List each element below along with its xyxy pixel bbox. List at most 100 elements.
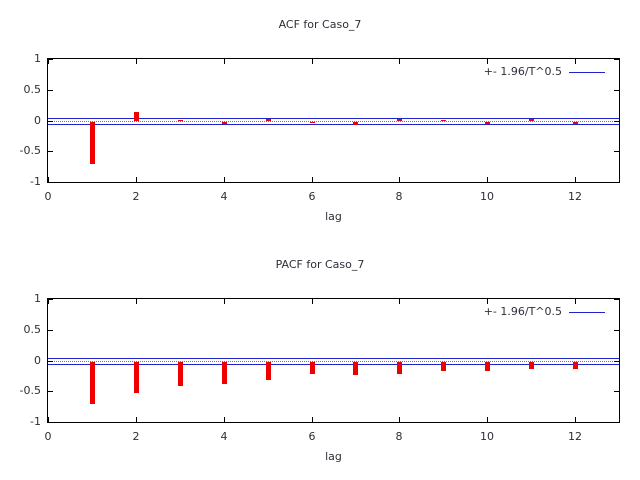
confidence-band-upper-line xyxy=(48,357,619,359)
x-tick-bottom xyxy=(575,417,576,422)
acf-bar-lag-6 xyxy=(310,122,315,123)
acf-bar-lag-8 xyxy=(397,119,402,121)
x-tick-bottom xyxy=(487,417,488,422)
acf-bar-lag-3 xyxy=(178,120,183,121)
y-tick-label: -0.5 xyxy=(19,384,41,397)
pacf-bar-lag-2 xyxy=(134,362,139,393)
x-tick-label: 8 xyxy=(395,190,403,203)
x-tick-bottom xyxy=(399,177,400,182)
x-tick-label: 0 xyxy=(44,430,52,443)
x-tick-top xyxy=(136,299,137,304)
y-tick-left xyxy=(48,299,53,300)
y-tick-label: 0 xyxy=(34,354,41,367)
pacf-bar-lag-9 xyxy=(441,362,446,371)
y-tick-left xyxy=(48,90,53,91)
y-tick-right xyxy=(614,330,619,331)
y-tick-left xyxy=(48,121,53,122)
y-tick-right xyxy=(614,182,619,183)
x-tick-label: 0 xyxy=(44,190,52,203)
confidence-band-lower-line xyxy=(48,123,619,125)
x-tick-top xyxy=(575,59,576,64)
x-tick-top xyxy=(312,299,313,304)
pacf-bar-lag-11 xyxy=(529,362,534,369)
acf-bar-lag-2 xyxy=(134,112,139,121)
pacf-legend-line-sample xyxy=(569,312,605,313)
zero-axis-line xyxy=(48,361,619,362)
acf-bar-lag-7 xyxy=(353,122,358,125)
acf-legend-line-sample xyxy=(569,72,605,73)
pacf-plot-frame: +- 1.96/T^0.5 xyxy=(47,298,620,423)
x-tick-top xyxy=(48,59,49,64)
pacf-bar-lag-10 xyxy=(485,362,490,371)
x-tick-label: 12 xyxy=(568,190,582,203)
y-tick-left xyxy=(48,422,53,423)
acf-xlabel: lag xyxy=(325,210,342,223)
x-tick-bottom xyxy=(487,177,488,182)
acf-bar-lag-4 xyxy=(222,122,227,124)
y-tick-label: 1 xyxy=(34,292,41,305)
x-tick-top xyxy=(487,59,488,64)
y-tick-left xyxy=(48,151,53,152)
y-tick-label: -1 xyxy=(30,415,41,428)
x-tick-label: 8 xyxy=(395,430,403,443)
x-tick-top xyxy=(224,59,225,64)
y-tick-label: 0 xyxy=(34,114,41,127)
x-tick-bottom xyxy=(312,417,313,422)
x-tick-bottom xyxy=(575,177,576,182)
x-tick-bottom xyxy=(312,177,313,182)
x-tick-top xyxy=(575,299,576,304)
x-tick-top xyxy=(136,59,137,64)
y-tick-right xyxy=(614,391,619,392)
x-tick-label: 10 xyxy=(480,190,494,203)
y-tick-right xyxy=(614,422,619,423)
x-tick-label: 4 xyxy=(220,190,228,203)
zero-axis-line xyxy=(48,121,619,122)
x-tick-label: 12 xyxy=(568,430,582,443)
x-tick-top xyxy=(487,299,488,304)
acf-plot-frame: +- 1.96/T^0.5 xyxy=(47,58,620,183)
x-tick-top xyxy=(399,299,400,304)
y-tick-label: -0.5 xyxy=(19,144,41,157)
y-tick-right xyxy=(614,151,619,152)
acf-legend-label: +- 1.96/T^0.5 xyxy=(483,65,562,78)
x-tick-bottom xyxy=(399,417,400,422)
y-tick-left xyxy=(48,361,53,362)
x-tick-label: 2 xyxy=(132,190,140,203)
y-tick-right xyxy=(614,299,619,300)
confidence-band-lower-line xyxy=(48,363,619,365)
x-tick-label: 2 xyxy=(132,430,140,443)
y-tick-left xyxy=(48,59,53,60)
pacf-bar-lag-4 xyxy=(222,362,227,384)
y-tick-label: -1 xyxy=(30,175,41,188)
acf-bar-lag-9 xyxy=(441,120,446,121)
x-tick-top xyxy=(48,299,49,304)
x-tick-bottom xyxy=(48,177,49,182)
x-tick-bottom xyxy=(136,417,137,422)
pacf-bar-lag-12 xyxy=(573,362,578,369)
acf-title: ACF for Caso_7 xyxy=(278,18,362,31)
pacf-legend-label: +- 1.96/T^0.5 xyxy=(483,305,562,318)
y-tick-right xyxy=(614,361,619,362)
pacf-bar-lag-8 xyxy=(397,362,402,374)
x-tick-bottom xyxy=(224,417,225,422)
y-tick-label: 0.5 xyxy=(23,323,42,336)
x-tick-label: 6 xyxy=(308,190,316,203)
y-tick-label: 1 xyxy=(34,52,41,65)
confidence-band-upper-line xyxy=(48,117,619,119)
y-tick-left xyxy=(48,391,53,392)
x-tick-top xyxy=(399,59,400,64)
acf-bar-lag-12 xyxy=(573,122,578,124)
pacf-title: PACF for Caso_7 xyxy=(275,258,365,271)
x-tick-label: 6 xyxy=(308,430,316,443)
acf-bar-lag-1 xyxy=(90,122,95,164)
pacf-bar-lag-6 xyxy=(310,362,315,374)
x-tick-bottom xyxy=(48,417,49,422)
y-tick-right xyxy=(614,90,619,91)
pacf-bar-lag-1 xyxy=(90,362,95,404)
x-tick-label: 4 xyxy=(220,430,228,443)
y-tick-label: 0.5 xyxy=(23,83,42,96)
x-tick-label: 10 xyxy=(480,430,494,443)
acf-chart: ACF for Caso_7 +- 1.96/T^0.5 lag 1 0.5 0 -0… xyxy=(19,18,620,223)
acf-bar-lag-11 xyxy=(529,119,534,121)
